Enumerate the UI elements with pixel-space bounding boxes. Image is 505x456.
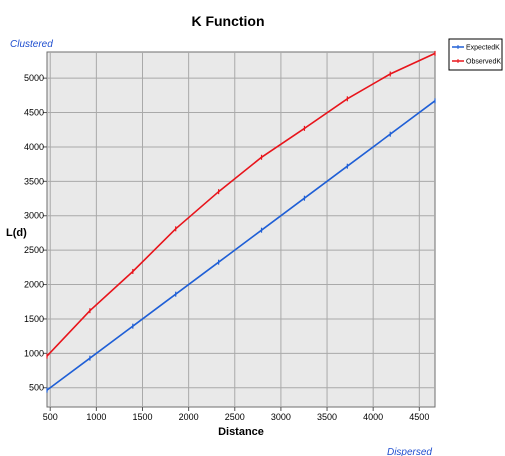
observedk-legend-label: ObservedK — [466, 59, 501, 66]
x-tick-label: 2000 — [179, 412, 199, 422]
x-tick-label: 3000 — [271, 412, 291, 422]
y-tick-label: 500 — [29, 383, 44, 393]
x-tick-label: 3500 — [317, 412, 337, 422]
y-tick-label: 2000 — [24, 280, 44, 290]
x-axis-ticks: 500 1000 1500 2000 2500 3000 3500 4000 4500 — [43, 407, 429, 422]
x-axis-title: Distance — [218, 426, 264, 438]
y-tick-label: 1000 — [24, 348, 44, 358]
dispersed-label: Dispersed — [387, 447, 432, 456]
y-axis-title: L(d) — [6, 227, 27, 239]
grid-lines — [47, 52, 435, 407]
y-tick-label: 5000 — [24, 73, 44, 83]
x-tick-label: 2500 — [225, 412, 245, 422]
expectedk-line — [46, 100, 436, 391]
clustered-label: Clustered — [10, 39, 53, 50]
y-tick-label: 4000 — [24, 142, 44, 152]
x-tick-label: 500 — [43, 412, 58, 422]
y-tick-label: 2500 — [24, 245, 44, 255]
y-tick-label: 3500 — [24, 176, 44, 186]
x-tick-label: 4500 — [409, 412, 429, 422]
x-tick-label: 1000 — [86, 412, 106, 422]
observedk-line — [46, 52, 436, 357]
y-axis-ticks: 500 1000 1500 2000 2500 3000 3500 4000 4500 5000 — [24, 73, 47, 393]
series-group — [46, 50, 436, 393]
plot-area — [46, 51, 436, 408]
chart-title: K Function — [191, 13, 264, 29]
y-tick-label: 1500 — [24, 314, 44, 324]
y-tick-label: 4500 — [24, 108, 44, 118]
x-tick-label: 1500 — [132, 412, 152, 422]
legend-box — [448, 38, 503, 71]
x-tick-label: 4000 — [363, 412, 383, 422]
expectedk-legend-label: ExpectedK — [466, 45, 500, 52]
y-tick-label: 3000 — [24, 211, 44, 221]
legend: ExpectedK ObservedK — [448, 38, 503, 71]
